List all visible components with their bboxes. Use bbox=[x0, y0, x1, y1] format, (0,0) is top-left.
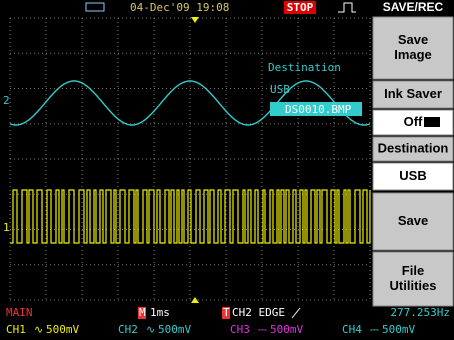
menu-label: Off bbox=[404, 114, 423, 129]
trigger-marker: T bbox=[223, 306, 230, 319]
channel-marker: 2 bbox=[3, 94, 10, 107]
timebase: 1ms bbox=[150, 306, 170, 319]
menu-label: Save bbox=[398, 213, 428, 228]
channel-scale: 500mV bbox=[46, 323, 79, 336]
overlay-device: USB bbox=[270, 83, 290, 96]
mode: MAIN bbox=[6, 306, 33, 319]
scope-screen: 04-Dec'09 19:08 STOP SAVE/REC 2 1 Destin… bbox=[0, 0, 454, 340]
timebase-marker: M bbox=[139, 306, 146, 319]
trigger: CH2 EDGE bbox=[232, 306, 285, 319]
channel-coupling: ⎓ bbox=[258, 323, 267, 336]
menu-label: Save bbox=[398, 32, 428, 47]
channel-coupling: ⎓ bbox=[370, 323, 379, 336]
channel-coupling: ∿ bbox=[146, 323, 155, 336]
channel-name: CH1 bbox=[6, 323, 26, 336]
datetime: 04-Dec'09 19:08 bbox=[130, 1, 229, 14]
frequency: 277.253Hz bbox=[390, 306, 450, 319]
menu-label: Ink Saver bbox=[384, 86, 442, 101]
channel-scale: 500mV bbox=[158, 323, 191, 336]
channel-name: CH2 bbox=[118, 323, 138, 336]
overlay-label: Destination bbox=[268, 61, 341, 74]
ink-icon bbox=[424, 117, 440, 127]
channel-marker: 1 bbox=[3, 221, 10, 234]
channel-scale: 500mV bbox=[270, 323, 303, 336]
overlay-filename: DS0010.BMP bbox=[285, 103, 352, 116]
menu-label: File bbox=[402, 263, 424, 278]
channel-scale: 500mV bbox=[382, 323, 415, 336]
menu-label: Utilities bbox=[390, 278, 437, 293]
menu-label: Destination bbox=[378, 140, 449, 155]
menu-label: Image bbox=[394, 47, 432, 62]
menu-label: USB bbox=[399, 168, 426, 183]
menu-title: SAVE/REC bbox=[383, 0, 444, 14]
run-status: STOP bbox=[287, 1, 314, 14]
channel-name: CH4 bbox=[342, 323, 362, 336]
channel-name: CH3 bbox=[230, 323, 250, 336]
channel-coupling: ∿ bbox=[34, 323, 43, 336]
